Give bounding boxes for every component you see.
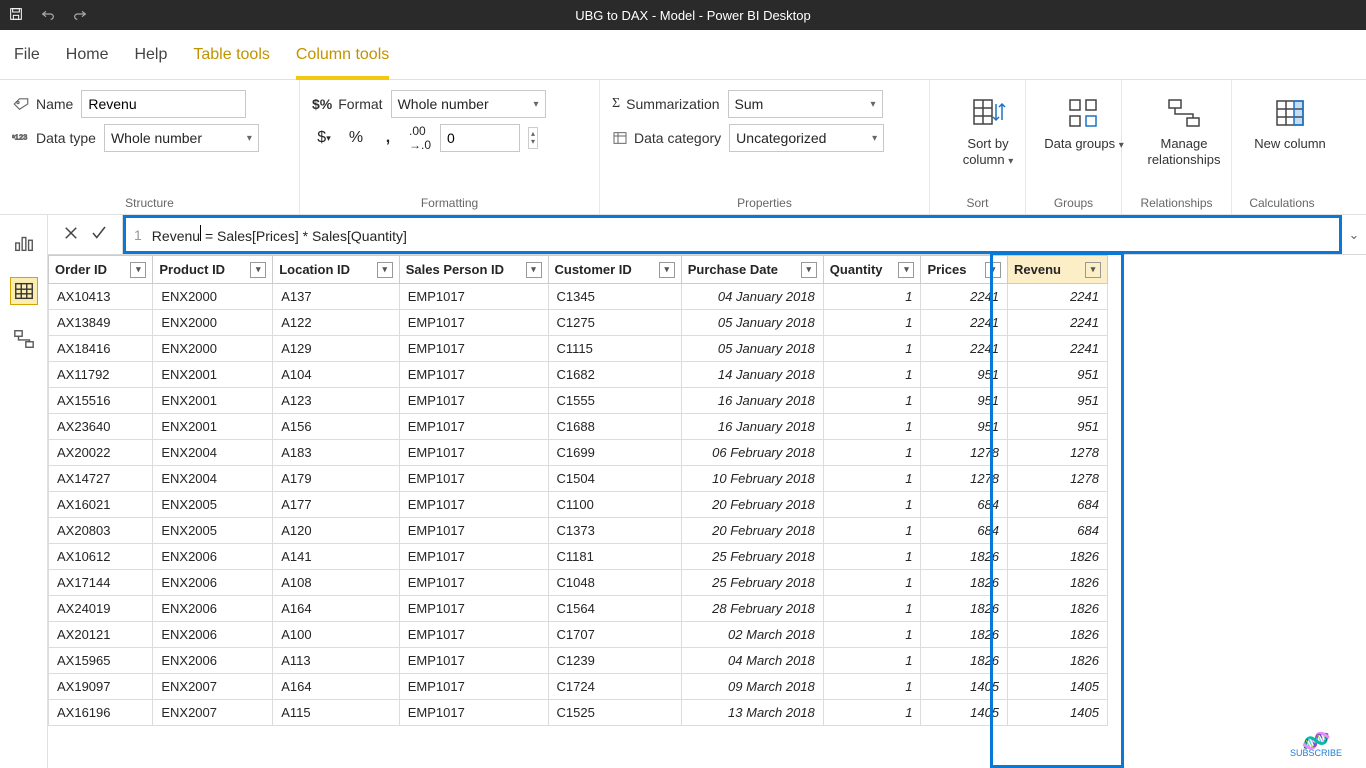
ribbon-group-relationships: Manage relationships Relationships bbox=[1122, 80, 1232, 214]
menu-bar: File Home Help Table tools Column tools bbox=[0, 30, 1366, 80]
calculations-group-label: Calculations bbox=[1244, 190, 1320, 210]
category-select[interactable]: Uncategorized▾ bbox=[729, 124, 884, 152]
title-bar: UBG to DAX - Model - Power BI Desktop bbox=[0, 0, 1366, 30]
view-rail bbox=[0, 215, 48, 768]
filter-icon[interactable]: ▾ bbox=[130, 262, 146, 278]
format-select[interactable]: Whole number▾ bbox=[391, 90, 546, 118]
ribbon-group-groups: Data groups ▾ Groups bbox=[1026, 80, 1122, 214]
properties-group-label: Properties bbox=[612, 190, 917, 210]
filter-icon[interactable]: ▾ bbox=[377, 262, 393, 278]
datatype-label: ᵃ123 Data type bbox=[12, 129, 96, 147]
table-row[interactable]: AX15965ENX2006A113EMP1017C123904 March 2… bbox=[49, 648, 1108, 674]
subscribe-watermark: 🧬 SUBSCRIBE bbox=[1290, 736, 1342, 758]
decimals-input[interactable] bbox=[440, 124, 520, 152]
filter-icon[interactable]: ▾ bbox=[250, 262, 266, 278]
new-column-button[interactable]: New column bbox=[1244, 90, 1336, 152]
table-row[interactable]: AX20121ENX2006A100EMP1017C170702 March 2… bbox=[49, 622, 1108, 648]
column-header-prices[interactable]: Prices▾ bbox=[921, 256, 1008, 284]
menu-help[interactable]: Help bbox=[134, 30, 167, 80]
data-groups-button[interactable]: Data groups ▾ bbox=[1038, 90, 1130, 152]
ribbon-group-sort: Sort by column ▾ Sort bbox=[930, 80, 1026, 214]
column-header-sales-person-id[interactable]: Sales Person ID▾ bbox=[399, 256, 548, 284]
column-header-customer-id[interactable]: Customer ID▾ bbox=[548, 256, 681, 284]
table-row[interactable]: AX11792ENX2001A104EMP1017C168214 January… bbox=[49, 362, 1108, 388]
menu-table-tools[interactable]: Table tools bbox=[193, 30, 270, 80]
datatype-select[interactable]: Whole number▾ bbox=[104, 124, 259, 152]
formula-input[interactable]: 1 Revenu = Sales[Prices] * Sales[Quantit… bbox=[123, 215, 1342, 254]
name-label: Name bbox=[12, 95, 73, 113]
category-label: Data category bbox=[612, 130, 721, 146]
column-header-quantity[interactable]: Quantity▾ bbox=[823, 256, 921, 284]
table-row[interactable]: AX16021ENX2005A177EMP1017C110020 Februar… bbox=[49, 492, 1108, 518]
table-row[interactable]: AX20022ENX2004A183EMP1017C169906 Februar… bbox=[49, 440, 1108, 466]
formula-bar: 1 Revenu = Sales[Prices] * Sales[Quantit… bbox=[48, 215, 1366, 255]
table-row[interactable]: AX14727ENX2004A179EMP1017C150410 Februar… bbox=[49, 466, 1108, 492]
groups-group-label: Groups bbox=[1038, 190, 1109, 210]
table-row[interactable]: AX24019ENX2006A164EMP1017C156428 Februar… bbox=[49, 596, 1108, 622]
redo-icon[interactable] bbox=[72, 6, 88, 25]
comma-button[interactable]: , bbox=[376, 126, 400, 150]
data-grid[interactable]: Order ID▾Product ID▾Location ID▾Sales Pe… bbox=[48, 255, 1108, 726]
relationships-group-label: Relationships bbox=[1134, 190, 1219, 210]
table-row[interactable]: AX23640ENX2001A156EMP1017C168816 January… bbox=[49, 414, 1108, 440]
currency-button[interactable]: $▾ bbox=[312, 126, 336, 150]
percent-button[interactable]: % bbox=[344, 126, 368, 150]
sort-by-column-button[interactable]: Sort by column ▾ bbox=[942, 90, 1034, 168]
filter-icon[interactable]: ▾ bbox=[659, 262, 675, 278]
structure-group-label: Structure bbox=[12, 190, 287, 210]
summarization-select[interactable]: Sum▾ bbox=[728, 90, 883, 118]
formatting-group-label: Formatting bbox=[312, 190, 587, 210]
table-row[interactable]: AX13849ENX2000A122EMP1017C127505 January… bbox=[49, 310, 1108, 336]
table-row[interactable]: AX18416ENX2000A129EMP1017C111505 January… bbox=[49, 336, 1108, 362]
table-row[interactable]: AX19097ENX2007A164EMP1017C172409 March 2… bbox=[49, 674, 1108, 700]
table-row[interactable]: AX16196ENX2007A115EMP1017C152513 March 2… bbox=[49, 700, 1108, 726]
ribbon: Name ᵃ123 Data type Whole number▾ Struct… bbox=[0, 80, 1366, 215]
sort-group-label: Sort bbox=[942, 190, 1013, 210]
ribbon-group-calculations: New column Calculations bbox=[1232, 80, 1332, 214]
filter-icon[interactable]: ▾ bbox=[801, 262, 817, 278]
model-view-button[interactable] bbox=[10, 325, 38, 353]
app-title: UBG to DAX - Model - Power BI Desktop bbox=[88, 8, 1298, 23]
format-label: $% Format bbox=[312, 96, 383, 112]
table-row[interactable]: AX20803ENX2005A120EMP1017C137320 Februar… bbox=[49, 518, 1108, 544]
ribbon-group-formatting: $% Format Whole number▾ $▾ % , .00→.0 ▴▾… bbox=[300, 80, 600, 214]
formula-expand-button[interactable]: ⌄ bbox=[1342, 215, 1366, 254]
column-header-order-id[interactable]: Order ID▾ bbox=[49, 256, 153, 284]
data-view-button[interactable] bbox=[10, 277, 38, 305]
column-header-product-id[interactable]: Product ID▾ bbox=[153, 256, 273, 284]
column-header-revenu[interactable]: Revenu▾ bbox=[1008, 256, 1108, 284]
filter-icon[interactable]: ▾ bbox=[898, 262, 914, 278]
name-input[interactable] bbox=[81, 90, 246, 118]
cancel-formula-button[interactable] bbox=[62, 224, 80, 245]
table-row[interactable]: AX10413ENX2000A137EMP1017C134504 January… bbox=[49, 284, 1108, 310]
menu-home[interactable]: Home bbox=[66, 30, 109, 80]
table-row[interactable]: AX15516ENX2001A123EMP1017C155516 January… bbox=[49, 388, 1108, 414]
data-grid-wrapper: Order ID▾Product ID▾Location ID▾Sales Pe… bbox=[48, 255, 1366, 768]
menu-column-tools[interactable]: Column tools bbox=[296, 30, 389, 80]
column-header-purchase-date[interactable]: Purchase Date▾ bbox=[681, 256, 823, 284]
manage-relationships-button[interactable]: Manage relationships bbox=[1134, 90, 1234, 167]
filter-icon[interactable]: ▾ bbox=[526, 262, 542, 278]
ribbon-group-properties: Σ Summarization Sum▾ Data category Uncat… bbox=[600, 80, 930, 214]
ribbon-group-structure: Name ᵃ123 Data type Whole number▾ Struct… bbox=[0, 80, 300, 214]
filter-icon[interactable]: ▾ bbox=[985, 262, 1001, 278]
column-header-location-id[interactable]: Location ID▾ bbox=[273, 256, 400, 284]
menu-file[interactable]: File bbox=[14, 30, 40, 80]
summarization-label: Σ Summarization bbox=[612, 96, 720, 112]
decimal-button[interactable]: .00→.0 bbox=[408, 126, 432, 150]
table-row[interactable]: AX10612ENX2006A141EMP1017C118125 Februar… bbox=[49, 544, 1108, 570]
table-row[interactable]: AX17144ENX2006A108EMP1017C104825 Februar… bbox=[49, 570, 1108, 596]
filter-icon[interactable]: ▾ bbox=[1085, 262, 1101, 278]
decimals-spinner[interactable]: ▴▾ bbox=[528, 127, 538, 149]
commit-formula-button[interactable] bbox=[90, 224, 108, 245]
undo-icon[interactable] bbox=[40, 6, 56, 25]
save-icon[interactable] bbox=[8, 6, 24, 25]
svg-text:ᵃ123: ᵃ123 bbox=[12, 133, 27, 142]
report-view-button[interactable] bbox=[10, 229, 38, 257]
